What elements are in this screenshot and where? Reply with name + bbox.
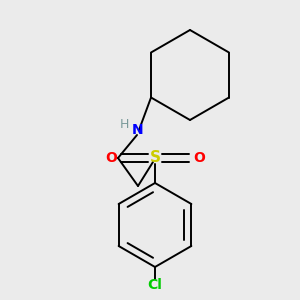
Text: O: O — [193, 151, 205, 165]
Text: Cl: Cl — [148, 278, 162, 292]
Text: O: O — [105, 151, 117, 165]
Text: N: N — [132, 123, 144, 137]
Text: H: H — [119, 118, 129, 131]
Text: S: S — [149, 151, 161, 166]
